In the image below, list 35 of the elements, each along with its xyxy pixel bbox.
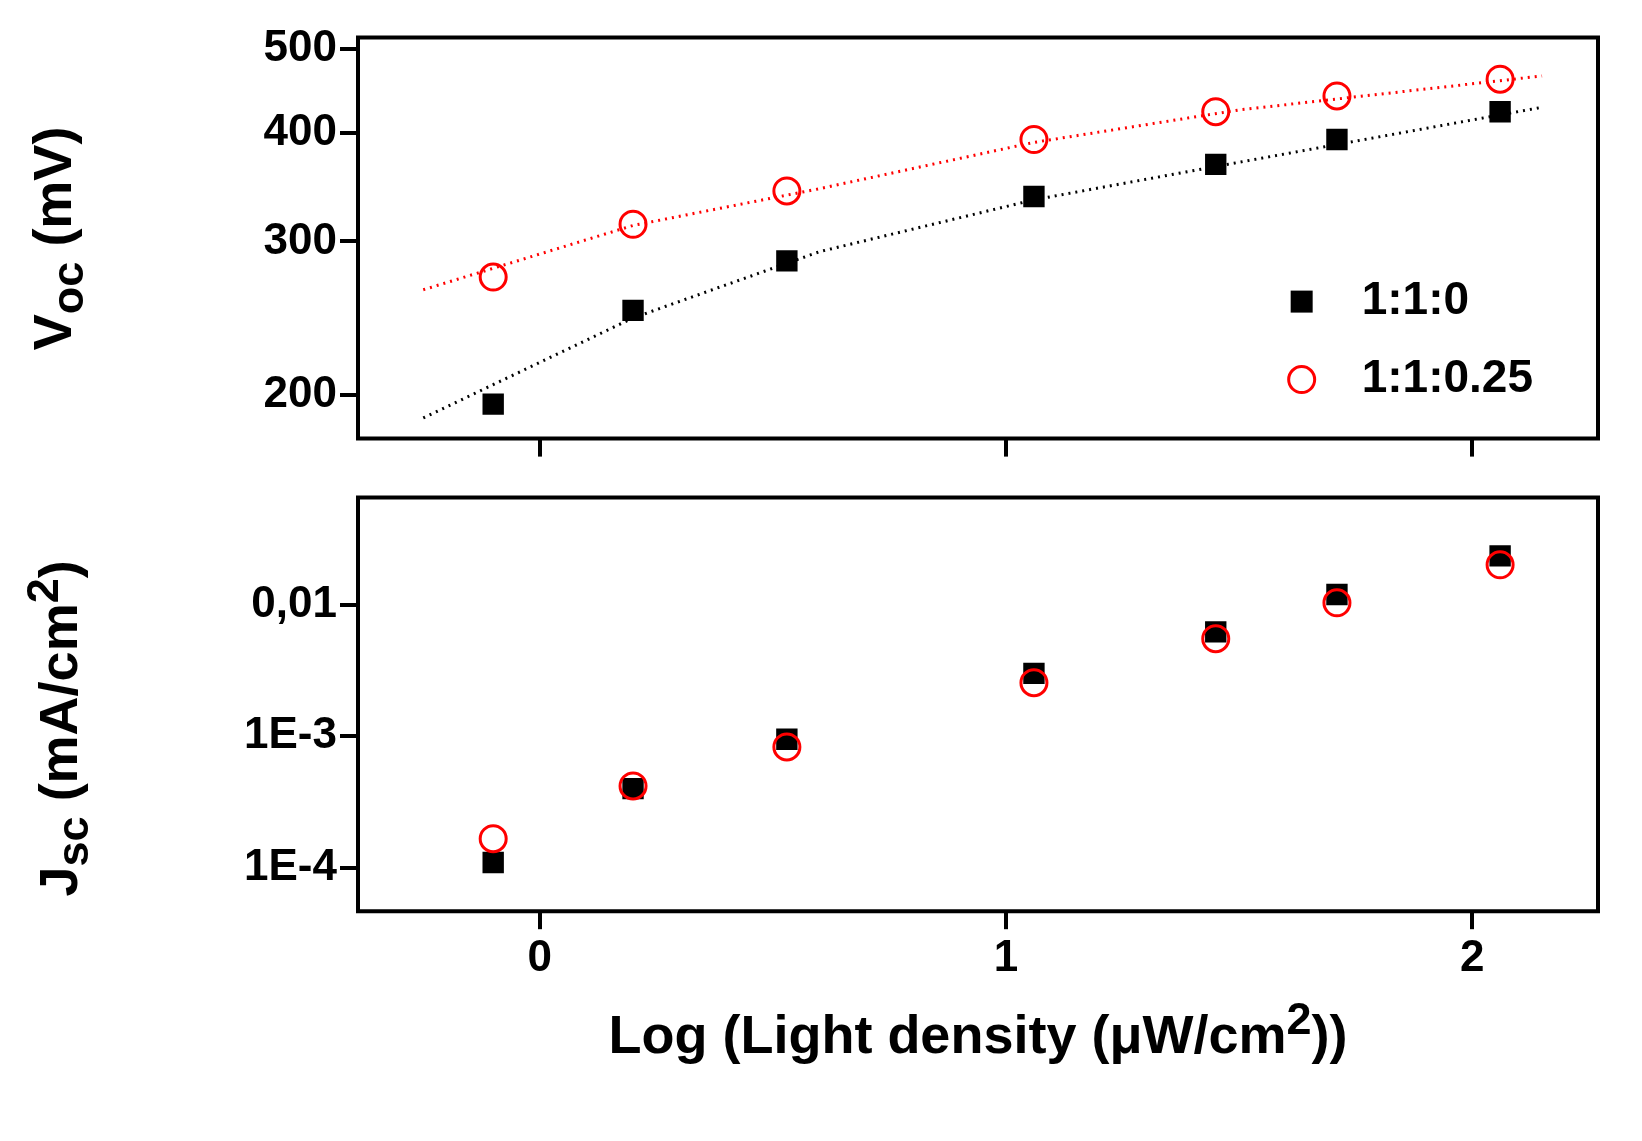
point bbox=[1019, 125, 1049, 154]
point bbox=[1205, 153, 1227, 176]
y-tick-label: 300 bbox=[263, 213, 337, 263]
x-axis-title: Log (Light density (μW/cm$^{2}$)) bbox=[607, 993, 1349, 1065]
point bbox=[618, 209, 648, 239]
point bbox=[776, 250, 798, 272]
point bbox=[478, 824, 508, 854]
y-tick-label: 1E-4 bbox=[244, 840, 338, 890]
y-tick-label: 0,01 bbox=[251, 576, 337, 626]
x-tick-label: 0 bbox=[527, 930, 553, 980]
y-tick-label: 200 bbox=[263, 366, 337, 416]
point bbox=[1023, 185, 1045, 208]
point bbox=[1326, 128, 1348, 151]
point bbox=[622, 299, 644, 322]
legend-label: 1:1:0.25 bbox=[1361, 350, 1534, 403]
point bbox=[1019, 668, 1049, 698]
point bbox=[482, 851, 504, 874]
point bbox=[1322, 588, 1352, 618]
point bbox=[1489, 101, 1511, 123]
point bbox=[478, 262, 508, 292]
y-tick-label: 500 bbox=[263, 20, 337, 70]
point bbox=[482, 393, 504, 415]
point bbox=[772, 176, 802, 206]
point bbox=[772, 732, 802, 762]
point bbox=[1485, 550, 1515, 580]
y-tick-label: 1E-3 bbox=[244, 708, 337, 758]
legend-label: 1:1:0 bbox=[1361, 272, 1470, 325]
x-tick-label: 2 bbox=[1459, 930, 1485, 980]
point bbox=[1485, 64, 1515, 94]
x-tick-label: 1 bbox=[993, 930, 1019, 980]
y-tick-label: 400 bbox=[263, 104, 337, 154]
point bbox=[1322, 81, 1352, 111]
point bbox=[618, 771, 648, 801]
point bbox=[1201, 624, 1231, 654]
point bbox=[1201, 97, 1231, 127]
